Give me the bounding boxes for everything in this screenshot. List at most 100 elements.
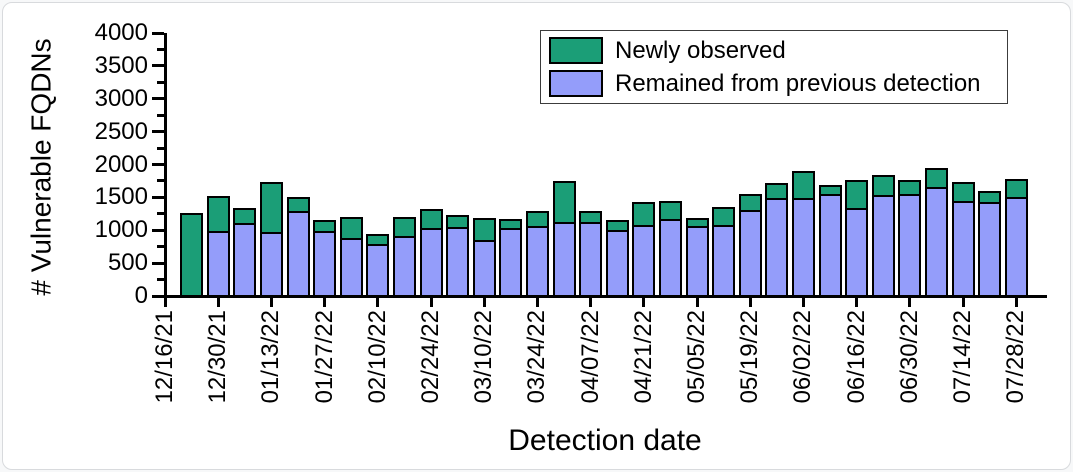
bar-segment-newly-observed [978,191,1002,202]
x-tick-label: 04/07/22 [576,310,604,404]
bar-segment-remained [898,193,922,295]
bar-segment-newly-observed [180,212,204,295]
x-tick [695,297,699,307]
bar-segment-newly-observed [845,179,869,208]
x-tick [801,297,805,307]
x-tick [482,297,486,307]
x-tick [1014,297,1018,307]
bar-segment-newly-observed [712,206,736,225]
legend-swatch-remained-icon [549,70,603,97]
bar-segment-newly-observed [446,214,470,228]
x-tick-label: 12/30/21 [204,310,232,404]
bar-segment-remained [791,198,815,295]
bar-segment-newly-observed [206,196,230,231]
bar-segment-newly-observed [233,208,257,224]
bar-segment-remained [499,228,523,295]
y-major-tick [151,195,164,199]
y-major-tick [151,64,164,68]
y-major-tick [151,130,164,134]
x-tick [855,297,859,307]
bar-segment-remained [951,200,975,295]
bar-segment-remained [605,229,629,295]
x-tick [216,297,220,307]
bar-segment-newly-observed [632,201,656,225]
y-tick-label: 0 [134,282,148,309]
x-tick-label: 02/24/22 [417,310,444,404]
bar-segment-newly-observed [339,217,363,238]
bar-segment-remained [446,227,470,295]
x-tick-label: 02/10/22 [363,310,391,404]
x-axis-title: Detection date [508,424,702,457]
bar-segment-newly-observed [499,219,523,229]
bar-segment-remained [339,237,363,295]
y-tick-label: 4000 [94,19,148,46]
bar-segment-remained [658,219,682,295]
x-tick [961,297,965,307]
bar-segment-remained [206,230,230,295]
bar-segment-newly-observed [366,233,390,244]
y-major-tick [151,228,164,232]
bar-segment-remained [366,243,390,295]
bar-segment-remained [871,195,895,295]
x-tick-label: 07/28/22 [1002,310,1030,404]
y-minor-tick [156,179,164,183]
bar-segment-newly-observed [1004,178,1028,198]
x-axis-line [163,295,1047,298]
x-tick-label: 05/05/22 [683,310,710,404]
y-tick-label: 3000 [94,84,148,112]
bar-segment-remained [685,225,709,295]
bar-segment-newly-observed [552,180,576,223]
y-tick-label: 3500 [94,51,148,79]
bar-segment-newly-observed [898,179,922,194]
x-tick-label: 06/16/22 [842,310,870,404]
bar-segment-newly-observed [685,218,709,226]
x-tick-label: 06/30/22 [895,310,923,404]
bar-segment-remained [632,224,656,295]
bar-segment-newly-observed [579,211,603,222]
y-minor-tick [156,80,164,84]
y-major-tick [151,163,164,166]
y-minor-tick [156,245,164,249]
x-tick [376,297,380,307]
bar-segment-remained [818,194,842,295]
legend-item-newly-observed: Newly observed [549,36,999,65]
bar-segment-remained [286,210,310,295]
y-tick-label: 2000 [94,150,148,178]
bar-segment-newly-observed [871,175,895,196]
bar-segment-remained [978,201,1002,295]
bar-segment-remained [233,223,257,295]
y-minor-tick [156,146,164,150]
x-tick [535,297,539,307]
bar-segment-remained [259,231,283,295]
legend-label-newly-observed: Newly observed [615,36,786,64]
bar-segment-remained [313,231,337,295]
x-tick-label: 06/02/22 [789,310,817,404]
bar-segment-remained [525,226,549,295]
x-tick [589,297,593,307]
x-tick-label: 03/10/22 [470,310,498,404]
x-tick-label: 12/16/21 [151,310,178,404]
bar-segment-remained [392,236,416,295]
legend: Newly observed Remained from previous de… [540,30,1008,104]
x-tick [269,297,273,307]
bar-segment-remained [738,209,762,295]
bar-segment-newly-observed [525,210,549,227]
legend-swatch-newly-observed-icon [549,37,603,64]
bar-segment-newly-observed [259,181,283,232]
y-major-tick [151,31,164,35]
bar-segment-remained [712,224,736,295]
y-tick-label: 2500 [94,117,148,145]
y-minor-tick [156,278,164,282]
x-tick [748,297,752,307]
x-tick [163,297,167,307]
bar-segment-newly-observed [419,208,443,228]
bar-segment-newly-observed [313,219,337,232]
x-tick-label: 04/21/22 [629,310,657,404]
bar-segment-remained [472,239,496,295]
x-tick [429,297,433,307]
bar-segment-newly-observed [472,218,496,240]
bar-segment-remained [845,207,869,295]
bar-segment-remained [419,227,443,295]
